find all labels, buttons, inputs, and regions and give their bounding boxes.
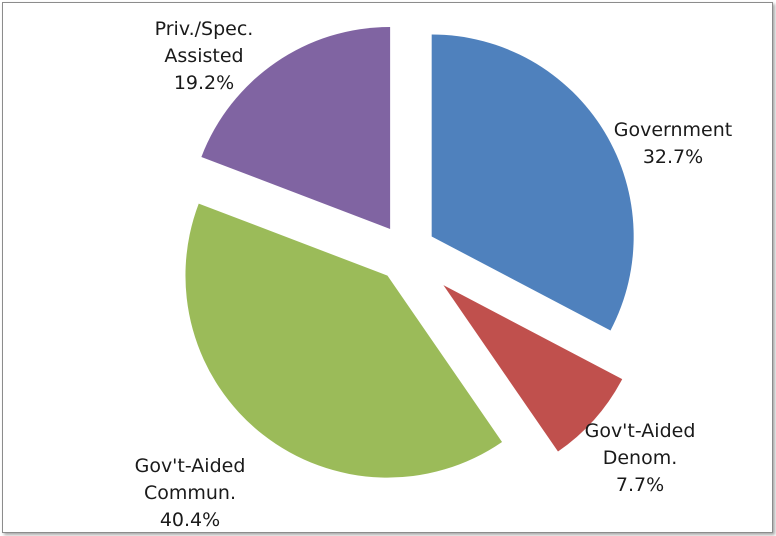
data-label-govt-aided-commun: Gov't-Aided Commun. 40.4%: [100, 453, 280, 532]
pie-slice-government: [431, 34, 634, 331]
pie-slice-priv-spec-assisted: [201, 26, 391, 229]
data-label-priv-spec-assisted: Priv./Spec. Assisted 19.2%: [114, 16, 294, 97]
label-name-line: Commun.: [143, 482, 237, 504]
label-percent: 19.2%: [173, 72, 235, 94]
label-percent: 40.4%: [159, 509, 221, 531]
label-percent: 32.7%: [642, 146, 704, 168]
label-name-line: Priv./Spec.: [154, 18, 254, 40]
pie-slice-govt-aided-commun: [185, 203, 503, 478]
label-name-line: Government: [613, 119, 733, 141]
data-label-govt-aided-denom: Gov't-Aided Denom. 7.7%: [550, 418, 730, 499]
label-name-line: Gov't-Aided: [134, 455, 246, 477]
pie-slice-govt-aided-denom: [443, 285, 623, 452]
label-percent: 7.7%: [615, 474, 665, 496]
label-name-line: Assisted: [164, 45, 244, 67]
label-name-line: Gov't-Aided: [584, 420, 696, 442]
data-label-government: Government 32.7%: [583, 117, 763, 171]
label-name-line: Denom.: [602, 447, 678, 469]
pie-chart: [185, 26, 634, 478]
